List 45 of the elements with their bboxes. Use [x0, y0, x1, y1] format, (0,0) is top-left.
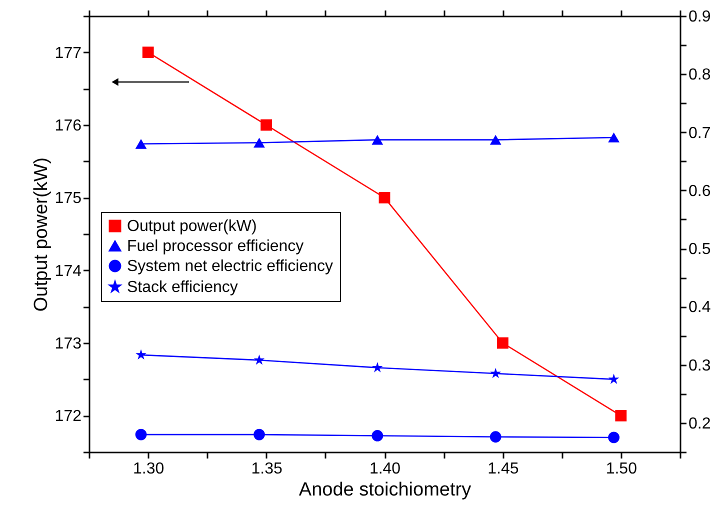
point [378, 192, 390, 204]
point [254, 138, 265, 148]
y-tick-label: 175 [54, 190, 82, 208]
legend-label: Stack efficiency [127, 279, 238, 296]
point [135, 428, 147, 440]
point [608, 132, 620, 142]
legend-label: System net electric efficiency [127, 258, 334, 275]
y2-tick-label: 0.4 [688, 299, 711, 316]
point [254, 354, 265, 365]
point [497, 337, 508, 349]
point [254, 428, 265, 440]
point [372, 430, 384, 442]
x-tick-label: 1.30 [133, 460, 164, 478]
y2-tick-label: 0.5 [688, 241, 711, 258]
x-tick-label: 1.50 [606, 460, 638, 478]
y2-tick-label: 0.8 [688, 66, 711, 84]
x-tick-label: 1.45 [488, 460, 519, 478]
point [615, 410, 627, 422]
y-axis-title: Output power(kW) [30, 157, 52, 312]
x-tick-label: 1.35 [251, 460, 282, 478]
y-tick-label: 173 [54, 336, 82, 352]
y-tick-label: 176 [54, 118, 82, 134]
y-tick-label: 174 [54, 262, 82, 280]
y2-tick-label: 0.3 [688, 357, 711, 374]
point [490, 368, 502, 378]
point [490, 134, 502, 145]
point [136, 349, 146, 360]
y-tick-label: 172 [54, 408, 82, 426]
point [608, 432, 620, 444]
point [608, 374, 620, 384]
legend-label: Fuel processor efficiency [127, 238, 304, 255]
point [135, 138, 147, 149]
y-tick-label: 177 [54, 44, 82, 62]
y2-tick-label: 0.9 [688, 8, 711, 26]
x-tick-label: 1.40 [369, 460, 401, 478]
point [260, 119, 272, 131]
legend-label: Output power(kW) [127, 218, 257, 235]
x-axis-title: Anode stoichiometry [298, 480, 472, 500]
y2-tick-label: 0.6 [688, 182, 711, 200]
point [372, 362, 383, 372]
point [142, 46, 154, 58]
point [490, 431, 502, 443]
y2-tick-label: 0.7 [688, 124, 711, 142]
point [372, 134, 384, 145]
y2-tick-label: 0.2 [688, 415, 711, 432]
